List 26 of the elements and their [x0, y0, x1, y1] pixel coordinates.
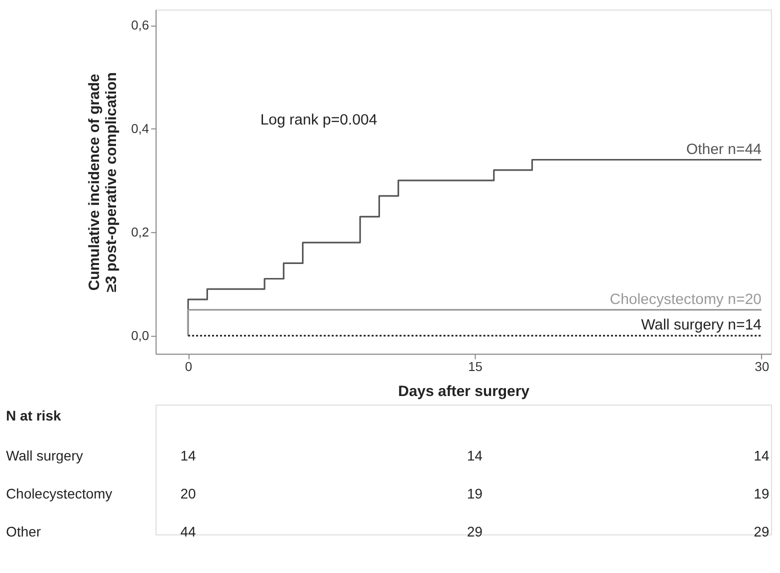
- series-label: Other n=44: [686, 140, 762, 158]
- text: 29: [467, 523, 483, 540]
- annotation: Log rank p=0.004: [260, 111, 378, 128]
- text: Cholecystectomy: [6, 485, 112, 502]
- y-tick-label: 0,0: [131, 328, 150, 344]
- text: 29: [754, 523, 770, 540]
- series-label: Cholecystectomy n=20: [610, 290, 762, 308]
- text: Other: [6, 523, 42, 540]
- text: 14: [180, 448, 196, 464]
- y-axis-title: Cumulative incidence of grade ≥3 post-operative complication: [86, 72, 120, 292]
- x-tick-label: 30: [754, 359, 770, 374]
- y-tick-label: 0,4: [131, 121, 150, 136]
- text: 19: [467, 485, 483, 502]
- text: 44: [180, 523, 196, 540]
- text: Wall surgery: [6, 448, 84, 464]
- text: 14: [467, 448, 483, 464]
- x-axis-title: Days after surgery: [398, 383, 530, 400]
- text: N at risk: [6, 408, 62, 424]
- text: 14: [754, 448, 770, 464]
- series-label: Wall surgery n=14: [641, 316, 762, 334]
- x-tick-label: 0: [184, 359, 192, 374]
- text: 20: [180, 485, 196, 502]
- y-tick-label: 0,2: [131, 224, 150, 240]
- x-tick-label: 15: [468, 359, 482, 374]
- y-tick-label: 0,6: [131, 18, 150, 33]
- text: 19: [754, 485, 770, 502]
